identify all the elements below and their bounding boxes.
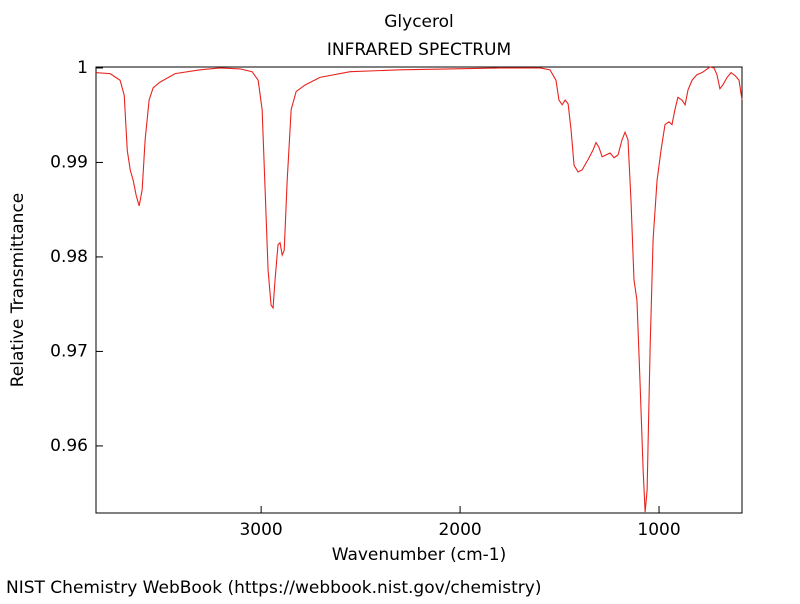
x-axis-label: Wavenumber (cm-1) [332,545,507,565]
x-tick-label: 2000 [438,520,481,540]
x-tick-label: 3000 [239,520,282,540]
y-tick-label: 0.97 [50,341,88,361]
spectrum-line [96,66,743,513]
y-tick-label: 0.99 [50,152,88,172]
y-tick-label: 0.96 [50,436,88,456]
y-tick-label: 0.98 [50,247,88,267]
x-tick-label: 1000 [637,520,680,540]
y-axis-label: Relative Transmittance [8,193,28,388]
chart-subtitle: INFRARED SPECTRUM [327,40,511,60]
y-tick-label: 1 [77,58,88,78]
chart-title: Glycerol [384,12,454,32]
source-note: NIST Chemistry WebBook (https://webbook.… [6,578,541,598]
plot-frame [95,66,743,514]
